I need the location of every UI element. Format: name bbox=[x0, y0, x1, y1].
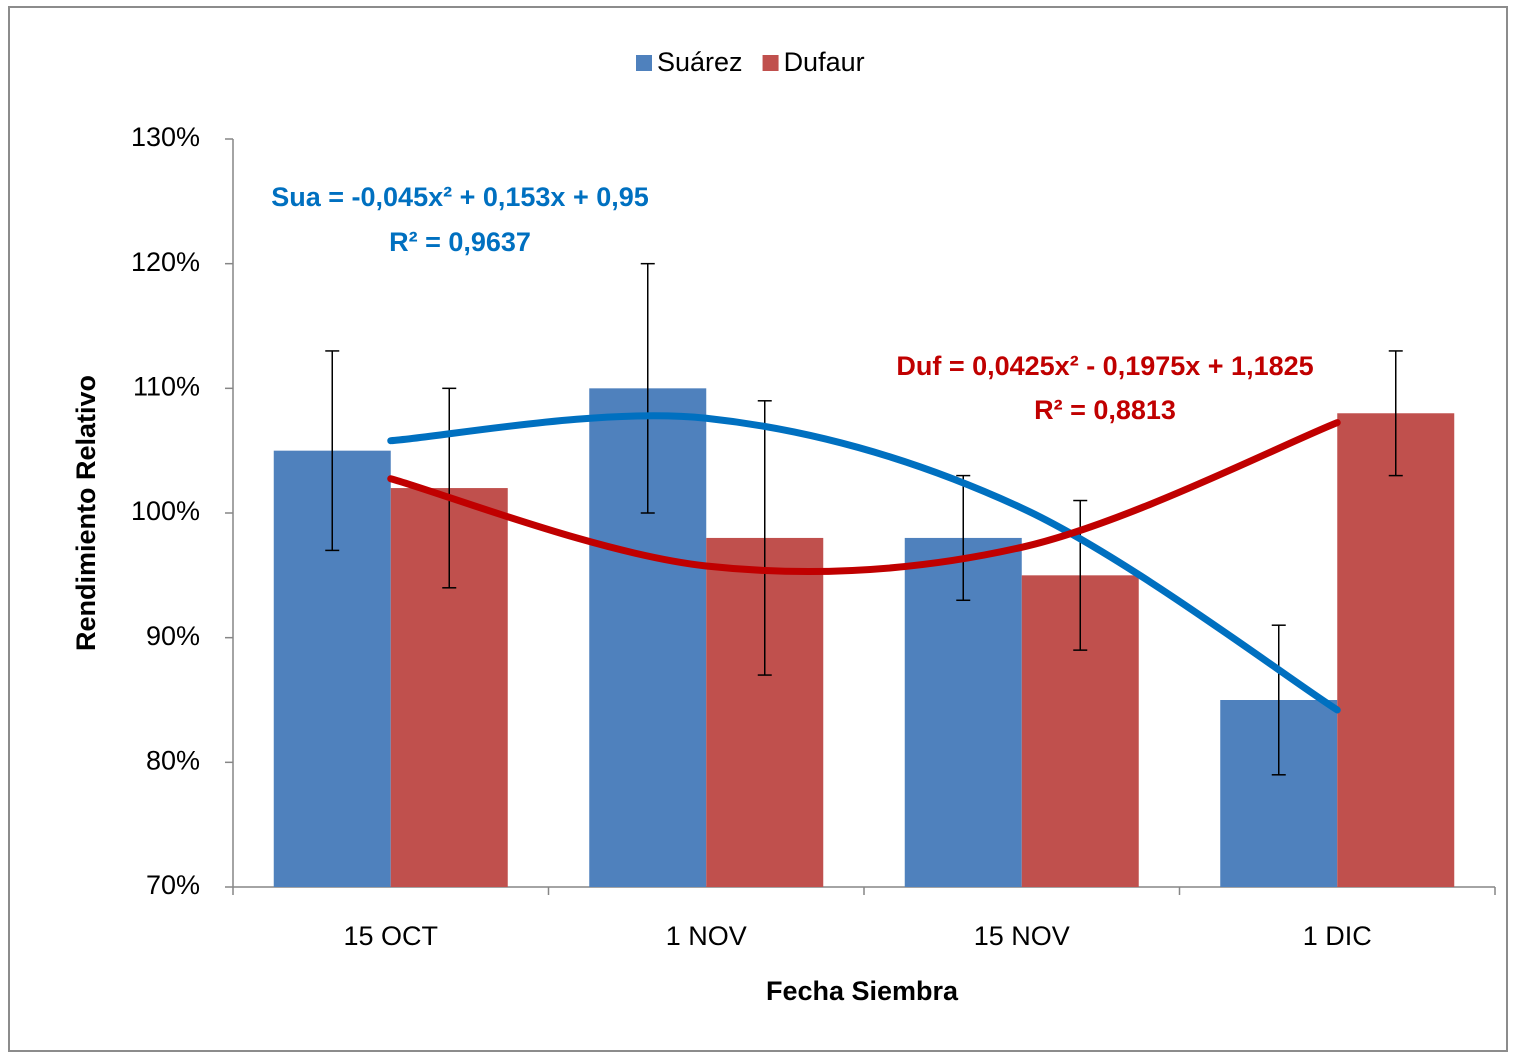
x-tick-label: 1 DIC bbox=[1303, 921, 1372, 951]
error-bar bbox=[1271, 624, 1286, 776]
y-tick-label: 110% bbox=[133, 371, 200, 401]
y-tick-label: 70% bbox=[146, 870, 200, 900]
x-axis-title: Fecha Siembra bbox=[766, 976, 959, 1006]
trend-equation: Sua = -0,045x² + 0,153x + 0,95 bbox=[271, 182, 649, 212]
trendline bbox=[387, 412, 1341, 714]
x-tick-label: 1 NOV bbox=[666, 921, 747, 951]
legend-label: Suárez bbox=[657, 47, 743, 77]
error-bar bbox=[1388, 350, 1403, 477]
y-tick-label: 100% bbox=[131, 496, 200, 526]
x-tick-label: 15 NOV bbox=[974, 921, 1070, 951]
trend-r2: R² = 0,9637 bbox=[389, 227, 531, 257]
error-bar bbox=[325, 350, 340, 552]
legend-swatch bbox=[762, 55, 779, 71]
bar bbox=[1337, 413, 1455, 887]
trend-r2: R² = 0,8813 bbox=[1034, 395, 1176, 425]
error-bar bbox=[956, 474, 971, 602]
error-bar bbox=[1073, 499, 1088, 651]
x-tick-label: 15 OCT bbox=[343, 921, 438, 951]
trendline bbox=[387, 419, 1341, 576]
legend-swatch bbox=[636, 55, 652, 71]
trend-equation: Duf = 0,0425x² - 0,1975x + 1,1825 bbox=[896, 351, 1313, 381]
y-tick-label: 130% bbox=[131, 122, 200, 152]
y-tick-label: 90% bbox=[146, 621, 200, 651]
error-bar bbox=[442, 387, 457, 589]
y-tick-label: 80% bbox=[146, 745, 200, 775]
y-axis-title: Rendimiento Relativo bbox=[71, 375, 101, 651]
error-bar bbox=[757, 400, 772, 676]
legend-label: Dufaur bbox=[784, 47, 865, 77]
error-bar bbox=[640, 262, 655, 514]
y-tick-label: 120% bbox=[131, 247, 200, 277]
